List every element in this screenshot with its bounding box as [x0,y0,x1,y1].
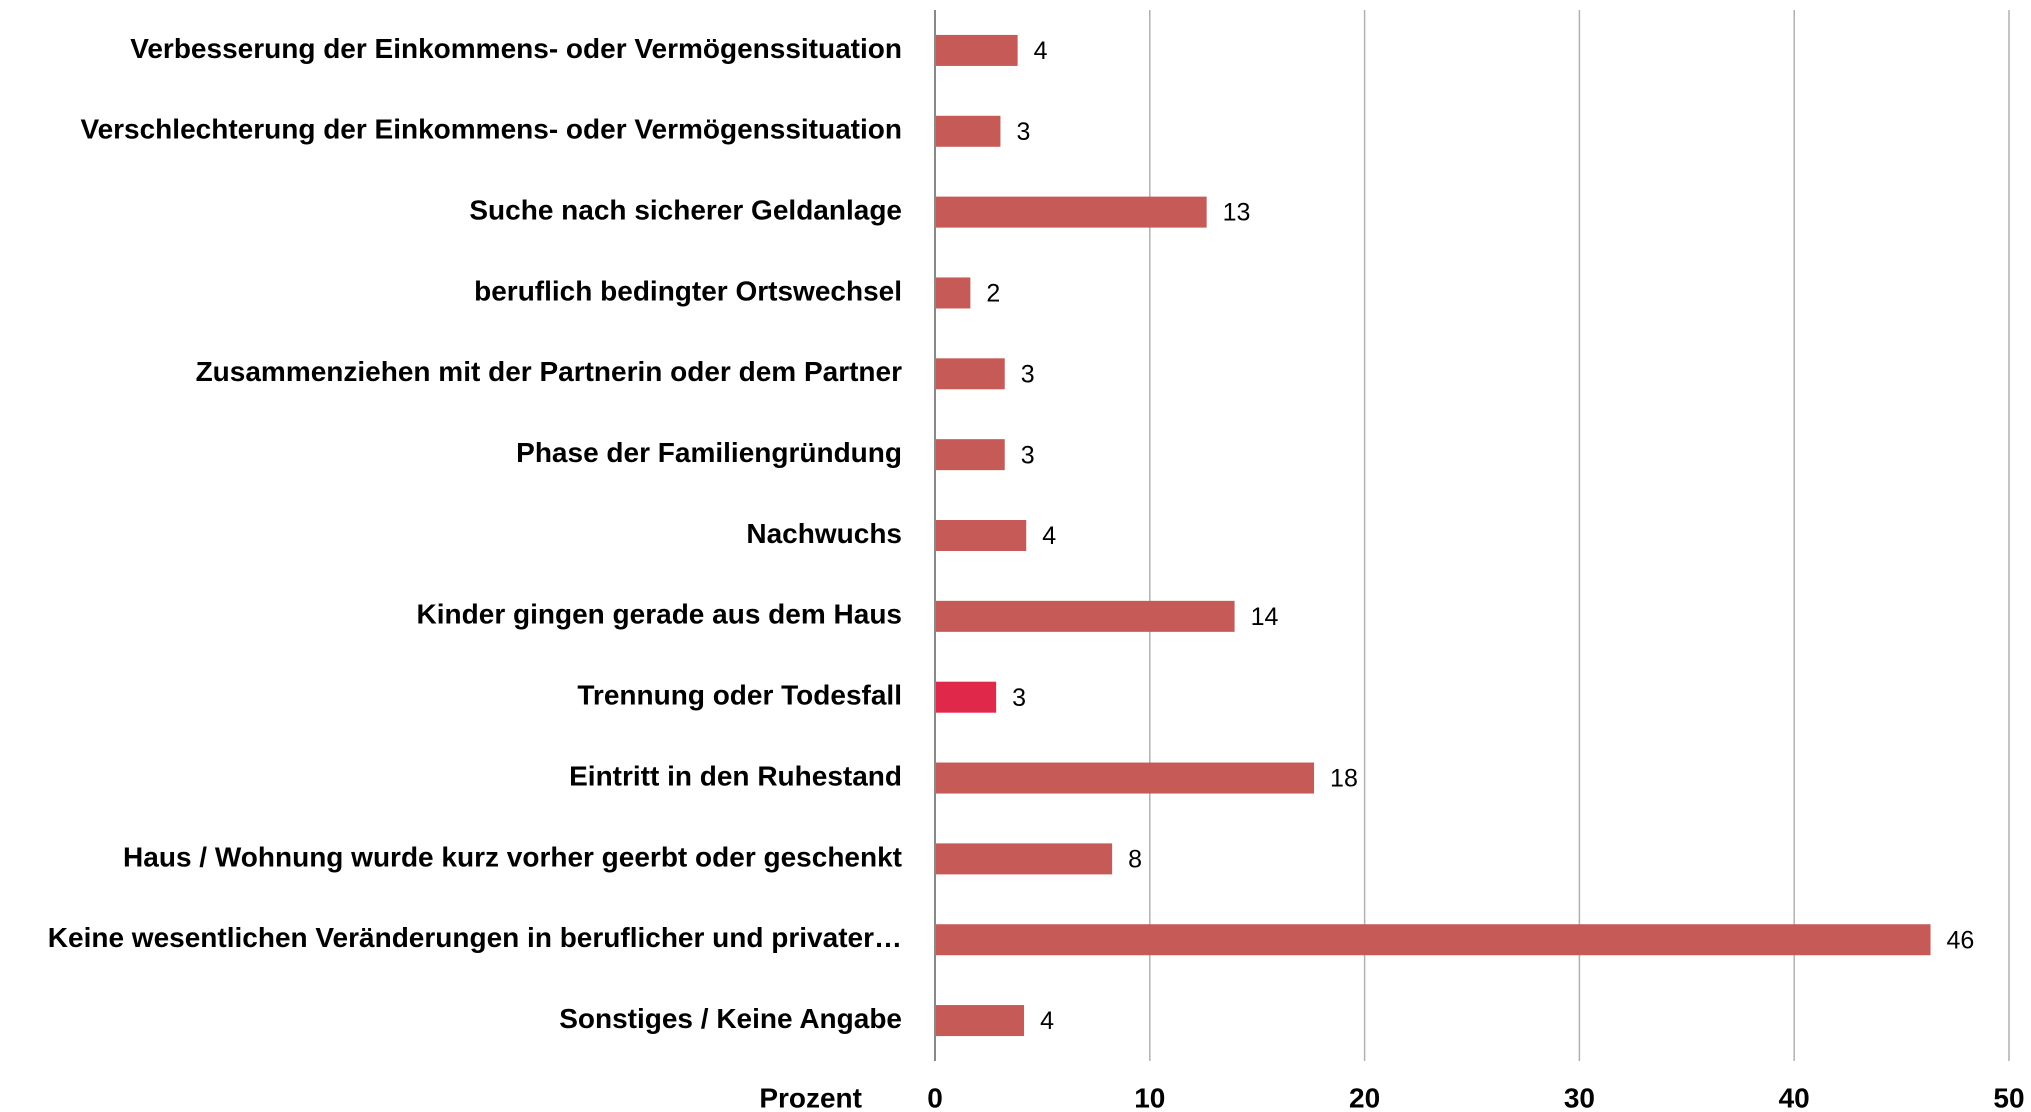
value-label: 4 [1034,37,1048,65]
value-label: 3 [1021,360,1035,388]
bar [936,924,1931,956]
bar [936,681,997,713]
bar [936,600,1235,632]
bar [936,1005,1025,1037]
category-label: Zusammenziehen mit der Partnerin oder de… [196,356,903,387]
value-label: 3 [1021,441,1035,469]
category-label: Suche nach sicherer Geldanlage [469,195,902,226]
category-label: Trennung oder Todesfall [577,680,902,711]
bar [936,520,1027,551]
value-label: 4 [1040,1007,1054,1035]
category-label: Verbesserung der Einkommens- oder Vermög… [130,33,902,64]
value-label: 2 [986,280,1000,308]
category-label: Phase der Familiengründung [516,437,902,468]
x-tick-label: 30 [1564,1082,1595,1112]
category-label: Verschlechterung der Einkommens- oder Ve… [80,114,902,145]
category-label: Sonstiges / Keine Angabe [559,1003,902,1034]
bar [936,115,1001,147]
category-label: Haus / Wohnung wurde kurz vorher geerbt … [123,841,902,872]
value-label: 8 [1128,845,1142,873]
category-label: Keine wesentlichen Veränderungen in beru… [48,922,902,953]
value-label: 4 [1042,522,1056,550]
category-label: Nachwuchs [746,518,902,549]
x-tick-label: 40 [1779,1082,1810,1112]
bar [936,277,971,309]
category-label: beruflich bedingter Ortswechsel [474,275,902,306]
x-tick-label: 20 [1349,1082,1380,1112]
value-label: 18 [1330,765,1358,793]
x-tick-label: 50 [1993,1082,2024,1112]
bar [936,439,1005,471]
bar [936,196,1207,228]
x-tick-label: 0 [927,1082,943,1112]
value-label: 3 [1012,684,1026,712]
value-label: 3 [1016,118,1030,146]
x-tick-label: 10 [1134,1082,1165,1112]
x-axis-label: Prozent [759,1082,862,1112]
category-label: Kinder gingen gerade aus dem Haus [417,599,902,630]
value-label: 46 [1947,926,1975,954]
value-label: 14 [1251,603,1279,631]
bar [936,843,1113,875]
category-label: Eintritt in den Ruhestand [569,760,902,791]
bar [936,34,1018,66]
bar [936,762,1315,794]
bar [936,358,1005,390]
value-label: 13 [1223,199,1251,227]
